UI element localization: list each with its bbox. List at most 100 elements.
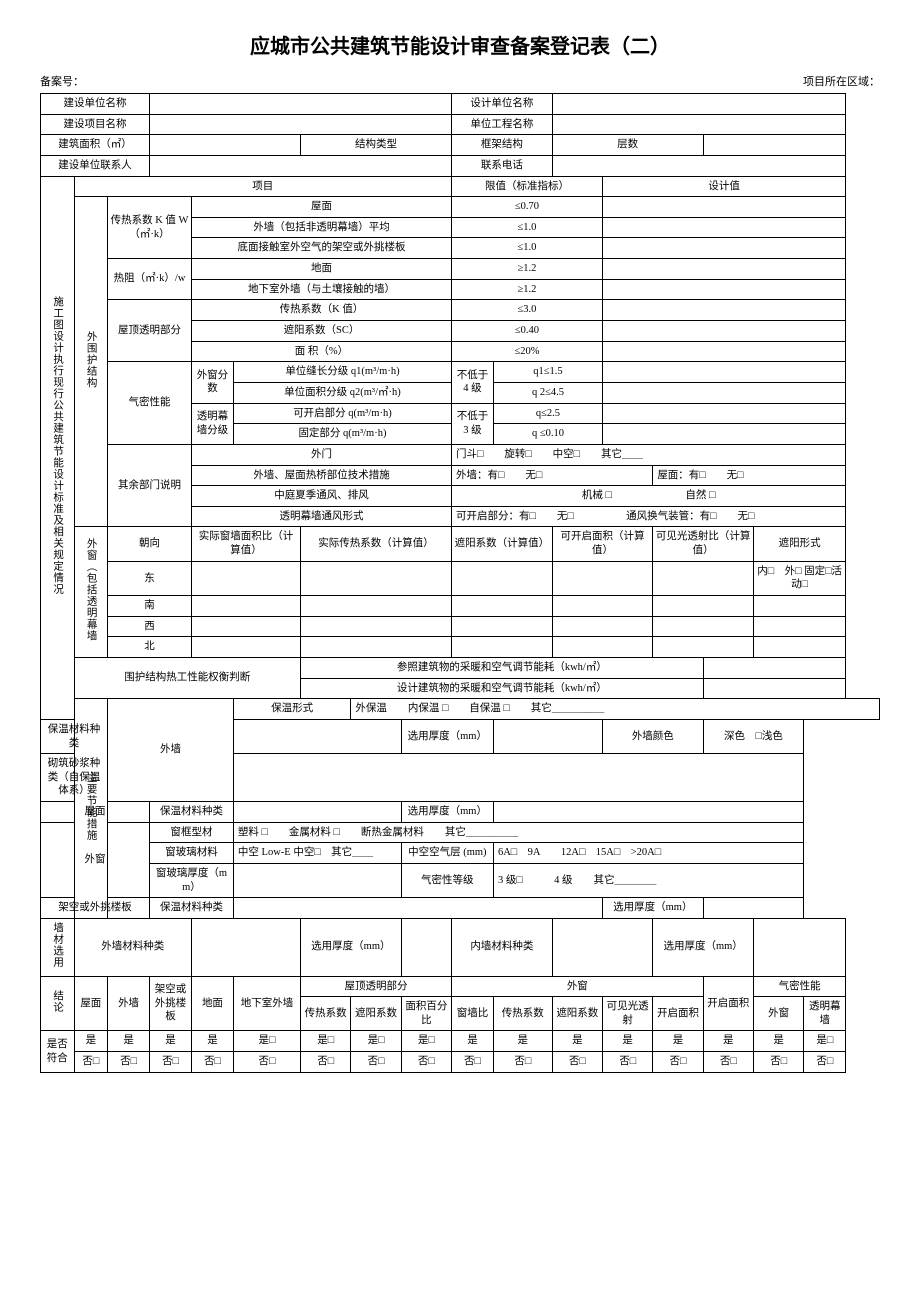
roof-trans-k-val	[602, 300, 845, 321]
atrium-opt: 机械 □ 自然 □	[452, 486, 846, 507]
air-tight-opt: 3 级□ 4 级 其它＿＿＿＿	[493, 863, 803, 897]
cy3: 是	[150, 1031, 192, 1052]
build-unit-value	[150, 94, 452, 115]
cn7: 否□	[351, 1052, 401, 1073]
k-calc-label: 实际传热系数（计算值）	[301, 527, 452, 561]
basement-val	[602, 279, 845, 300]
c-open: 开启面积	[703, 976, 753, 1031]
thickness-val	[493, 719, 602, 753]
cn11: 否□	[552, 1052, 602, 1073]
roof-trans-label: 屋顶透明部分	[108, 300, 192, 362]
east-sc	[452, 561, 553, 595]
cy2: 是	[108, 1031, 150, 1052]
c-k2: 传热系数	[493, 997, 552, 1031]
cy8: 是□	[401, 1031, 451, 1052]
east-ratio	[191, 561, 300, 595]
lvl3-label: 不低于 3 级	[452, 403, 494, 444]
cant-thickness-val	[703, 898, 804, 919]
cn8: 否□	[401, 1052, 451, 1073]
frame-label: 框架结构	[452, 135, 553, 156]
ext-thick-val	[401, 918, 451, 976]
q1-label: 单位缝长分级 q1(m³/m·h)	[233, 362, 451, 383]
ground-val	[602, 259, 845, 280]
cant-thickness-label: 选用厚度（mm）	[602, 898, 703, 919]
roof-trans-sc: 遮阳系数（SC）	[191, 321, 451, 342]
side-main: 施工图设计执行现行公共建筑节能设计标准及相关规定情况	[41, 176, 75, 719]
wall-val	[602, 217, 845, 238]
unit-project-label: 单位工程名称	[452, 114, 553, 135]
c-sc2: 遮阳系数	[552, 997, 602, 1031]
atrium-label: 中庭夏季通风、排风	[191, 486, 451, 507]
basement-label: 地下室外墙（与土壤接触的墙）	[191, 279, 451, 300]
c-wwr: 窗墙比	[452, 997, 494, 1031]
cn9: 否□	[452, 1052, 494, 1073]
c-basement: 地下室外墙	[233, 976, 300, 1031]
open-lim: q≤2.5	[493, 403, 602, 424]
curtain-vent-label: 透明幕墙通风形式	[191, 506, 451, 527]
ground-lim: ≥1.2	[452, 259, 603, 280]
cy14: 是	[703, 1031, 753, 1052]
curtain-vent-opt: 可开启部分：有□ 无□ 通风换气装管：有□ 无□	[452, 506, 846, 527]
q1-val	[602, 362, 845, 383]
cy7: 是□	[351, 1031, 401, 1052]
ext-thick-label: 选用厚度（mm）	[301, 918, 402, 976]
q2-label: 单位面积分级 q2(m³/㎡·h)	[233, 382, 451, 403]
build-unit-label: 建设单位名称	[41, 94, 150, 115]
wall-tech-label: 外墙、屋面热桥部位技术措施	[191, 465, 451, 486]
cn4: 否□	[191, 1052, 233, 1073]
comply-label: 是否符合	[41, 1031, 75, 1072]
south-label: 南	[108, 596, 192, 617]
int-thick-val	[753, 918, 845, 976]
roof-trans-sc-lim: ≤0.40	[452, 321, 603, 342]
door-opt: 门斗□ 旋转□ 中空□ 其它＿＿	[452, 444, 846, 465]
cy6: 是□	[301, 1031, 351, 1052]
cn12: 否□	[602, 1052, 652, 1073]
c-pct: 面积百分比	[401, 997, 451, 1031]
rz-label: 热阻（㎡·k）/w	[108, 259, 192, 300]
cn5: 否□	[233, 1052, 300, 1073]
roof-ins-mat-label: 保温材料种类	[150, 802, 234, 823]
wall-lim: ≤1.0	[452, 217, 603, 238]
cn13: 否□	[653, 1052, 703, 1073]
c-open2: 开启面积	[653, 997, 703, 1031]
c-sc: 遮阳系数	[351, 997, 401, 1031]
wall-tech-opt: 外墙：有□ 无□	[452, 465, 653, 486]
mortar-val	[233, 754, 803, 802]
ext-wall-mat-label: 外墙材料种类	[74, 918, 191, 976]
contact-label: 建设单位联系人	[41, 155, 150, 176]
glass-opt: 中空 Low-E 中空□ 其它＿＿	[233, 843, 401, 864]
lvl4-label: 不低于 4 级	[452, 362, 494, 403]
roof-tech-opt: 屋面：有□ 无□	[653, 465, 846, 486]
cn16: 否□	[804, 1052, 846, 1073]
int-thick-label: 选用厚度（mm）	[653, 918, 754, 976]
m-wall-label: 外墙	[108, 699, 234, 802]
therm-design: 设计建筑物的采暖和空气调节能耗（kwh/㎡）	[301, 678, 704, 699]
open-val	[602, 403, 845, 424]
cy16: 是□	[804, 1031, 846, 1052]
region-label: 项目所在区域：	[803, 73, 880, 89]
therm-design-val	[703, 678, 846, 699]
ins-mat-val	[233, 719, 401, 753]
air-opt: 6A□ 9A 12A□ 15A□ >20A□	[493, 843, 803, 864]
col-limit: 限值（标准指标）	[452, 176, 603, 197]
cn2: 否□	[108, 1052, 150, 1073]
east-label: 东	[108, 561, 192, 595]
basement-lim: ≥1.2	[452, 279, 603, 300]
c-ground: 地面	[191, 976, 233, 1031]
cn10: 否□	[493, 1052, 552, 1073]
phone-label: 联系电话	[452, 155, 553, 176]
project-name-label: 建设项目名称	[41, 114, 150, 135]
fixed-label: 固定部分 q(m³/m·h)	[233, 424, 451, 445]
cy10: 是	[493, 1031, 552, 1052]
roof-ins-mat-val	[233, 802, 401, 823]
col-design: 设计值	[602, 176, 845, 197]
east-vlt	[653, 561, 754, 595]
project-name-value	[150, 114, 452, 135]
c-vlt: 可见光透射	[602, 997, 652, 1031]
col-item: 项目	[74, 176, 451, 197]
cy15: 是	[753, 1031, 803, 1052]
int-wall-mat-val	[552, 918, 653, 976]
record-no-label: 备案号：	[40, 73, 84, 89]
air-layer-label: 中空空气层 (mm)	[401, 843, 493, 864]
struct-type-label: 结构类型	[301, 135, 452, 156]
